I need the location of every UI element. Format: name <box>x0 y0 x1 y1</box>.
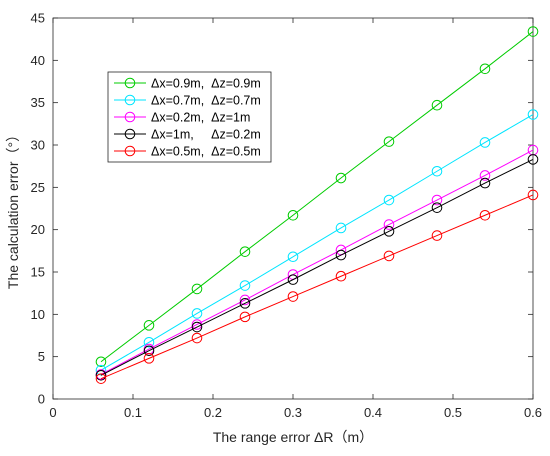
data-point <box>95 373 107 384</box>
data-point <box>239 294 251 306</box>
data-point <box>335 270 347 282</box>
y-tick-label: 30 <box>31 138 45 153</box>
data-point <box>191 283 203 295</box>
legend-label: Δx=0.2m, Δz=1m <box>151 111 250 125</box>
data-point <box>143 336 155 348</box>
x-tick-label: 0.1 <box>124 405 142 420</box>
data-point <box>527 26 539 37</box>
series-line <box>100 158 534 376</box>
data-point <box>479 63 491 75</box>
data-point <box>287 291 299 302</box>
y-tick-label: 45 <box>31 11 45 26</box>
y-tick-label: 15 <box>31 265 45 280</box>
legend-item: Δx=0.2m, Δz=1m <box>114 111 250 125</box>
series-1 <box>95 26 539 368</box>
y-tick-label: 10 <box>31 307 45 322</box>
data-point <box>383 194 395 206</box>
x-axis-title: The range error ΔR（m） <box>213 429 373 445</box>
data-point <box>95 356 107 368</box>
data-point <box>479 209 491 221</box>
data-point <box>239 280 251 291</box>
legend-label: Δx=0.9m, Δz=0.9m <box>151 77 261 91</box>
legend-item: Δx=0.5m, Δz=0.5m <box>114 145 261 159</box>
data-point <box>383 226 395 237</box>
legend-item: Δx=1m, Δz=0.2m <box>114 128 261 142</box>
data-point <box>191 321 203 333</box>
series-5 <box>95 189 539 384</box>
x-axis: 0 0.1 0.2 0.3 0.4 0.5 0.6 <box>49 18 542 420</box>
y-axis: 0 5 10 15 20 25 30 35 40 45 <box>31 11 533 407</box>
data-point <box>95 369 107 381</box>
data-point <box>527 189 539 201</box>
data-point <box>287 274 299 285</box>
data-point <box>143 353 155 364</box>
data-point <box>335 222 347 234</box>
data-point <box>527 154 539 165</box>
x-tick-label: 0.4 <box>364 405 382 420</box>
data-point <box>191 308 203 319</box>
data-point <box>431 230 443 241</box>
legend: Δx=0.9m, Δz=0.9m Δx=0.7m, Δz=0.7m Δx=0.2m,… <box>107 71 272 163</box>
data-point <box>191 332 203 344</box>
data-point <box>287 209 299 221</box>
data-point <box>479 170 491 181</box>
data-point <box>287 251 299 263</box>
y-tick-label: 40 <box>31 53 45 68</box>
data-point <box>239 298 251 309</box>
y-tick-label: 5 <box>38 349 45 364</box>
series-line <box>100 149 534 375</box>
data-point <box>143 320 155 331</box>
y-axis-title: The calculation error（°） <box>5 128 21 289</box>
data-point <box>239 246 251 257</box>
data-point <box>479 137 491 148</box>
data-point <box>431 165 443 177</box>
data-point <box>431 194 443 206</box>
legend-marker <box>124 145 136 157</box>
data-point <box>335 249 347 261</box>
x-tick-label: 0.6 <box>524 405 542 420</box>
x-tick-label: 0.3 <box>284 405 302 420</box>
y-tick-label: 20 <box>31 222 45 237</box>
legend-item: Δx=0.7m, Δz=0.7m <box>114 94 261 108</box>
x-tick-label: 0.5 <box>444 405 462 420</box>
series-line <box>100 194 534 380</box>
legend-label: Δx=1m, Δz=0.2m <box>151 128 261 142</box>
data-point <box>431 99 443 111</box>
data-point <box>527 109 539 120</box>
legend-label: Δx=0.5m, Δz=0.5m <box>151 145 261 159</box>
data-point <box>143 345 155 357</box>
data-point <box>479 177 491 189</box>
series-layer <box>95 26 539 384</box>
legend-marker <box>124 111 136 123</box>
data-point <box>431 202 443 213</box>
y-tick-label: 35 <box>31 95 45 110</box>
data-point <box>383 219 395 230</box>
legend-marker <box>124 94 136 106</box>
data-point <box>383 250 395 262</box>
series-2 <box>95 109 539 376</box>
y-tick-label: 25 <box>31 180 45 195</box>
y-tick-label: 0 <box>38 392 45 407</box>
data-point <box>239 311 251 323</box>
series-4 <box>95 154 539 381</box>
data-point <box>335 172 347 184</box>
legend-marker <box>124 128 136 140</box>
data-point <box>383 136 395 147</box>
x-tick-label: 0 <box>49 405 56 420</box>
legend-label: Δx=0.7m, Δz=0.7m <box>151 94 261 108</box>
x-tick-label: 0.2 <box>204 405 222 420</box>
legend-marker <box>124 77 136 89</box>
series-line <box>100 114 534 371</box>
legend-item: Δx=0.9m, Δz=0.9m <box>114 77 261 91</box>
series-line <box>100 31 534 363</box>
